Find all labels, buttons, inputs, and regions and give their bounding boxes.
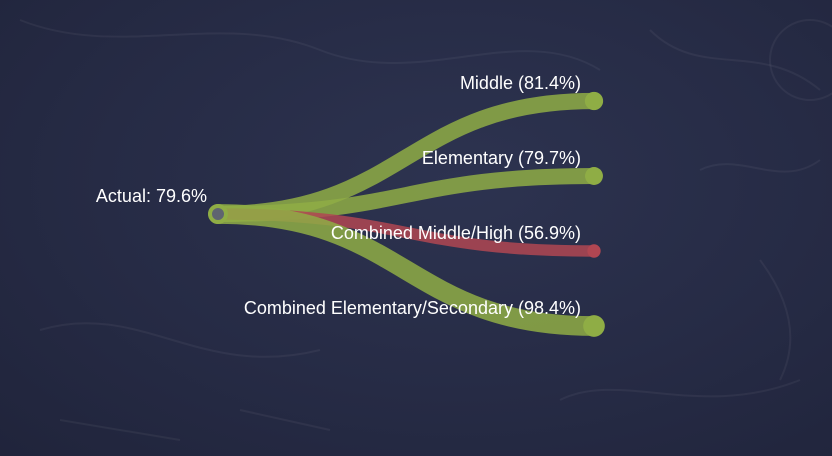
branch-line-combined-elementary-secondary xyxy=(208,204,604,336)
branch-endpoint-combined-middle-high xyxy=(587,244,601,258)
background-scribbles xyxy=(19,19,832,441)
source-label: Actual: 79.6% xyxy=(96,186,207,206)
branch-endpoints xyxy=(583,91,605,337)
branch-endpoint-elementary xyxy=(585,167,603,185)
branch-endpoint-combined-elementary-secondary xyxy=(583,315,605,337)
branch-label-combined-middle-high: Combined Middle/High (56.9%) xyxy=(331,223,581,243)
branch-endpoint-middle xyxy=(584,91,604,111)
source-node: Actual: 79.6% xyxy=(96,186,228,224)
branch-labels: Middle (81.4%) Elementary (79.7%) Combined… xyxy=(244,73,581,318)
branch-label-middle: Middle (81.4%) xyxy=(460,73,581,93)
branch-label-combined-elementary-secondary: Combined Elementary/Secondary (98.4%) xyxy=(244,298,581,318)
source-point xyxy=(208,204,228,224)
branch-label-elementary: Elementary (79.7%) xyxy=(422,148,581,168)
branch-lines xyxy=(208,92,604,336)
